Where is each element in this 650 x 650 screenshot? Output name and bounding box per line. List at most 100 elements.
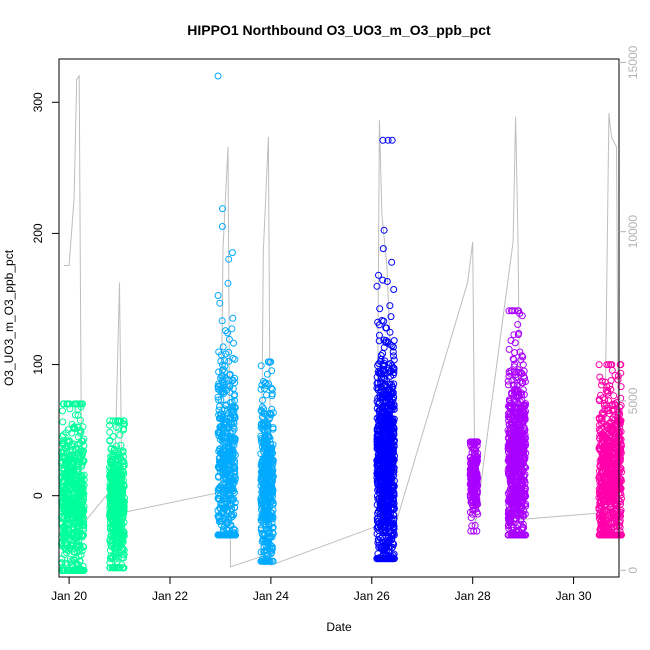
data-point: [521, 490, 529, 498]
data-point: [375, 331, 383, 339]
data-point: [379, 276, 387, 284]
data-point: [259, 396, 266, 404]
data-point: [68, 523, 76, 531]
data-point: [106, 437, 114, 445]
data-point: [518, 444, 526, 452]
data-point: [119, 504, 127, 512]
data-point: [269, 424, 277, 432]
data-point: [509, 409, 517, 417]
data-point: [373, 384, 381, 392]
point-cluster-0: [58, 400, 88, 574]
data-point: [71, 411, 79, 419]
data-point: [263, 382, 271, 390]
data-point: [608, 402, 616, 410]
data-point: [511, 490, 519, 498]
y2-tick-label-2: 10000: [626, 215, 640, 249]
data-point: [385, 386, 393, 394]
data-point: [65, 436, 72, 444]
data-point: [219, 365, 227, 373]
data-point: [218, 317, 226, 325]
data-point: [64, 484, 72, 492]
data-point: [106, 564, 114, 572]
data-point: [514, 431, 522, 438]
data-point: [518, 352, 526, 360]
data-point: [261, 436, 268, 444]
data-point: [266, 498, 274, 506]
data-point: [106, 493, 114, 501]
data-point: [214, 385, 222, 393]
data-point: [106, 475, 114, 483]
data-point: [389, 470, 397, 478]
data-point: [76, 429, 84, 437]
data-point: [225, 348, 233, 356]
data-point: [264, 520, 272, 528]
data-point: [595, 361, 603, 369]
data-point: [607, 517, 615, 525]
data-point: [390, 380, 398, 388]
data-point: [471, 463, 479, 471]
data-point: [62, 546, 70, 554]
data-point: [61, 444, 69, 452]
data-point: [115, 449, 123, 457]
data-point: [386, 302, 394, 310]
data-point: [471, 500, 479, 508]
y-tick-label-3: 300: [31, 92, 45, 112]
data-point: [266, 358, 274, 366]
data-point: [390, 366, 398, 374]
data-point: [508, 451, 516, 459]
data-point: [607, 469, 615, 476]
data-point: [108, 490, 116, 498]
data-point: [374, 433, 382, 441]
data-point: [388, 452, 396, 460]
data-point: [74, 474, 82, 482]
data-point: [608, 415, 616, 423]
data-point: [595, 474, 603, 482]
data-point: [217, 423, 224, 430]
data-point: [380, 445, 388, 453]
data-point: [78, 491, 86, 499]
data-point: [468, 483, 476, 491]
data-point: [517, 520, 525, 528]
data-point: [229, 427, 237, 435]
data-point: [505, 501, 513, 509]
data-point: [66, 495, 74, 503]
data-point: [78, 450, 86, 458]
data-point: [390, 356, 398, 364]
data-point: [511, 405, 519, 413]
data-point: [260, 405, 268, 413]
data-point: [509, 355, 517, 363]
data-point: [511, 418, 519, 426]
data-point: [60, 528, 68, 536]
data-point: [506, 468, 514, 476]
data-point: [216, 454, 224, 462]
data-point: [595, 397, 603, 405]
data-point: [217, 351, 225, 359]
data-point: [118, 561, 126, 569]
data-point: [215, 463, 223, 471]
data-point: [231, 499, 239, 507]
data-point: [507, 518, 515, 525]
data-point: [116, 431, 124, 439]
data-point: [375, 495, 383, 502]
data-point: [375, 555, 383, 563]
data-point: [470, 438, 478, 446]
x-tick-label-1: Jan 22: [152, 589, 188, 603]
data-point: [107, 532, 115, 540]
data-point: [602, 531, 610, 539]
data-point: [265, 526, 273, 534]
data-point: [506, 493, 514, 501]
data-point: [375, 543, 383, 551]
data-point: [616, 435, 624, 443]
data-point: [375, 474, 383, 482]
data-point: [610, 449, 618, 457]
data-point: [113, 500, 121, 508]
data-point: [610, 392, 618, 400]
data-point: [387, 313, 395, 321]
data-point: [509, 307, 517, 315]
altitude-line: [64, 74, 620, 568]
data-point: [231, 374, 239, 382]
data-point: [599, 467, 607, 475]
data-point: [115, 479, 123, 487]
data-point: [107, 460, 115, 468]
data-point: [387, 430, 395, 438]
